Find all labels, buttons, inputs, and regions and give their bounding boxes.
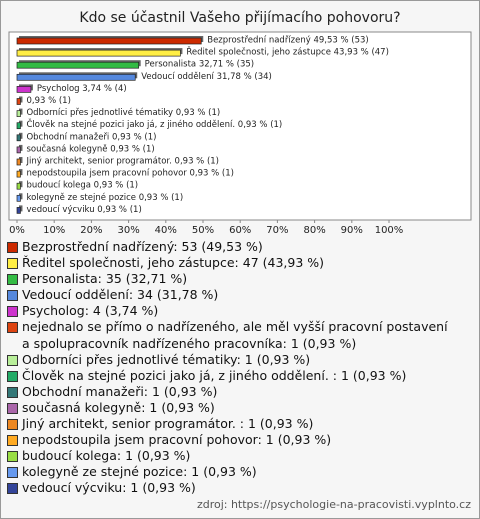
bar [16, 86, 32, 93]
x-tick-label: 50% [192, 225, 214, 236]
legend-item: kolegyně ze stejné pozice: 1 (0,93 %) [7, 464, 459, 480]
legend-item: nejednalo se přímo o nadřízeného, ale mě… [7, 319, 459, 351]
legend-label: kolegyně ze stejné pozice: 1 (0,93 %) [22, 464, 257, 480]
bar-label: Obchodní manažeři 0,93 % (1) [26, 132, 156, 142]
legend-item: současná kolegyně: 1 (0,93 %) [7, 400, 459, 416]
legend-item: Personalista: 35 (32,71 %) [7, 271, 459, 287]
legend-swatch [7, 483, 18, 495]
bar-label: budoucí kolega 0,93 % (1) [26, 181, 138, 191]
legend-swatch [7, 467, 18, 479]
legend-label: Personalista: 35 (32,71 %) [22, 271, 188, 287]
legend-swatch [7, 354, 18, 366]
legend-label: vedoucí výcviku: 1 (0,93 %) [22, 480, 196, 496]
x-tick-label: 20% [80, 225, 102, 236]
legend-label: Psycholog: 4 (3,74 %) [22, 303, 159, 319]
legend-item: nepodstoupila jsem pracovní pohovor: 1 (… [7, 432, 459, 448]
bar [16, 61, 140, 69]
legend-swatch [7, 435, 18, 447]
bar-label: Psycholog 3,74 % (4) [37, 84, 127, 94]
bar-label: vedoucí výcviku 0,93 % (1) [26, 205, 141, 215]
bar-label: Odborníci přes jednotlivé tématiky 0,93 … [26, 107, 220, 118]
bar [16, 98, 21, 105]
legend-label: Jiný architekt, senior programátor. : 1 … [22, 416, 314, 432]
bar [16, 73, 136, 81]
x-tick-label: 90% [341, 225, 363, 236]
chart-title: Kdo se účastnil Vašeho přijímacího pohov… [79, 10, 400, 26]
legend-swatch [7, 370, 18, 382]
x-tick-label: 100% [375, 225, 404, 236]
legend-item: Vedoucí oddělení: 34 (31,78 %) [7, 287, 459, 303]
legend-swatch [7, 402, 18, 414]
legend: Bezprostřední nadřízený: 53 (49,53 %) Řed… [7, 239, 459, 497]
legend-label: Vedoucí oddělení: 34 (31,78 %) [22, 287, 219, 303]
legend-label: Bezprostřední nadřízený: 53 (49,53 %) [22, 239, 263, 254]
bar [16, 146, 21, 154]
chart: Kdo se účastnil Vašeho přijímacího pohov… [8, 10, 472, 236]
legend-item: Bezprostřední nadřízený: 53 (49,53 %) [7, 239, 459, 255]
x-tick-label: 70% [266, 225, 288, 236]
bar-label: Personalista 32,71 % (35) [145, 60, 254, 70]
bar [16, 37, 202, 45]
legend-label: nepodstoupila jsem pracovní pohovor: 1 (… [22, 432, 332, 448]
bar-label: současná kolegyně 0,93 % (1) [26, 143, 154, 154]
bar [16, 207, 21, 214]
legend-label: současná kolegyně: 1 (0,93 %) [22, 399, 215, 415]
legend-item: vedoucí výcviku: 1 (0,93 %) [7, 480, 459, 496]
legend-label: nejednalo se přímo o nadřízeného, ale mě… [22, 319, 448, 351]
bar-label: Vedoucí oddělení 31,78 % (34) [141, 72, 272, 82]
bar-label: Člověk na stejné pozici jako já, z jinéh… [26, 118, 282, 130]
x-tick-label: 10% [43, 225, 65, 236]
bar [16, 170, 21, 178]
bar-label: kolegyně ze stejné pozice 0,93 % (1) [26, 192, 183, 203]
legend-item: Člověk na stejné pozici jako já, z jinéh… [7, 368, 459, 384]
legend-item: Jiný architekt, senior programátor. : 1 … [7, 416, 459, 432]
legend-item: budoucí kolega: 1 (0,93 %) [7, 448, 459, 464]
bar [16, 182, 21, 190]
legend-label: Odborníci přes jednotlivé tématiky: 1 (0… [22, 351, 311, 367]
bar-label: Ředitel společnosti, jeho zástupce 43,93… [186, 47, 389, 58]
bar [16, 158, 21, 166]
legend-swatch [7, 386, 18, 398]
legend-item: Obchodní manažeři: 1 (0,93 %) [7, 384, 459, 400]
x-tick-label: 60% [229, 225, 251, 236]
legend-item: Psycholog: 4 (3,74 %) [7, 303, 459, 319]
legend-label: Obchodní manažeři: 1 (0,93 %) [22, 383, 218, 399]
source: zdroj: https://psychologie-na-pracovisti… [196, 498, 471, 511]
x-tick-label: 0% [9, 225, 25, 236]
bar-label: Jiný architekt, senior programátor. 0,93… [25, 157, 219, 167]
legend-label: Ředitel společnosti, jeho zástupce: 47 (… [22, 255, 325, 271]
bar [16, 110, 21, 117]
x-tick-label: 40% [155, 225, 177, 236]
legend-item: Ředitel společnosti, jeho zástupce: 47 (… [7, 255, 459, 271]
bar-label: nepodstoupila jsem pracovní pohovor 0,93… [26, 169, 234, 179]
legend-label: Člověk na stejné pozici jako já, z jinéh… [22, 367, 407, 383]
legend-swatch [7, 290, 18, 302]
bar [16, 49, 181, 57]
bar-label: Bezprostřední nadřízený 49,53 % (53) [207, 36, 368, 46]
x-tick-label: 80% [303, 225, 325, 236]
legend-swatch [7, 258, 18, 270]
bar-label: 0,93 % (1) [26, 96, 70, 106]
legend-swatch [7, 242, 18, 253]
bar [16, 194, 21, 202]
legend-swatch [7, 306, 18, 318]
bar [16, 122, 21, 130]
bar [16, 134, 21, 142]
legend-swatch [7, 419, 18, 431]
legend-item: Odborníci přes jednotlivé tématiky: 1 (0… [7, 352, 459, 368]
x-tick-label: 30% [117, 225, 139, 236]
legend-swatch [7, 322, 18, 334]
legend-swatch [7, 451, 18, 463]
legend-swatch [7, 274, 18, 286]
legend-label: budoucí kolega: 1 (0,93 %) [22, 448, 191, 464]
